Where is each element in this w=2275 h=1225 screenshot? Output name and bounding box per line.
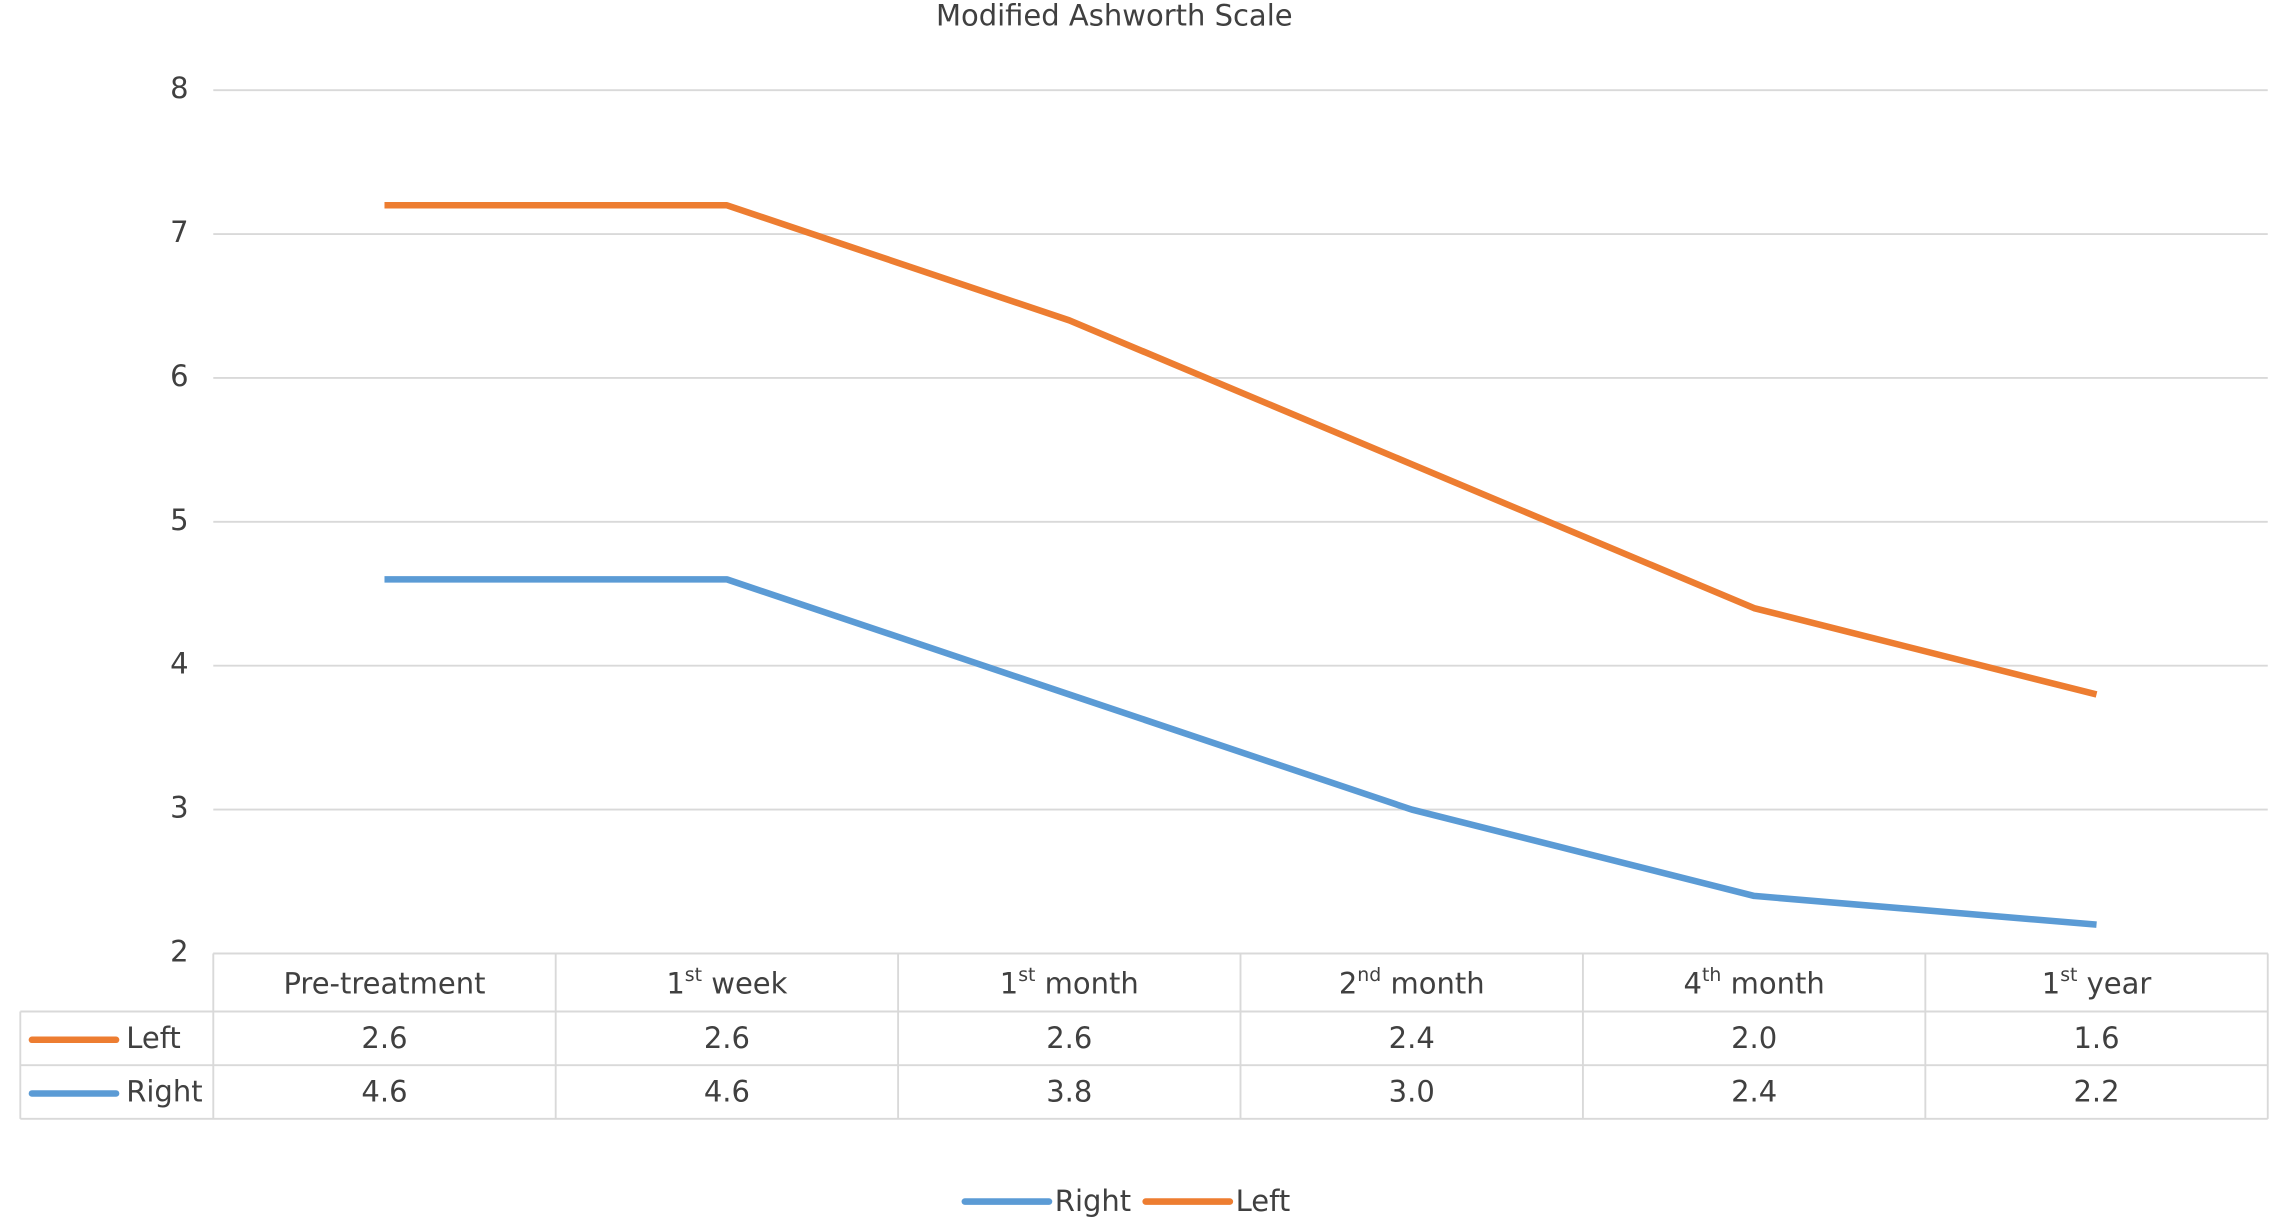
y-tick-label: 6	[170, 359, 188, 393]
series-line	[384, 576, 2097, 928]
table-row-label: Right	[126, 1074, 202, 1108]
x-tick-label: 1st year	[2042, 964, 2152, 1001]
x-tick-label: 4th month	[1684, 964, 1825, 1001]
y-tick-label: 3	[170, 791, 188, 825]
table-row-label: Left	[126, 1021, 181, 1055]
table-cell: 3.0	[1389, 1074, 1435, 1108]
legend-label: Right	[1055, 1184, 1131, 1218]
table-cell: 2.4	[1389, 1021, 1435, 1055]
table-cell: 3.8	[1046, 1074, 1092, 1108]
y-tick-label: 2	[170, 934, 188, 968]
series-line	[384, 202, 2098, 698]
table-cell: 4.6	[361, 1074, 407, 1108]
x-tick-label: 1st month	[1000, 964, 1139, 1001]
table-cell: 2.2	[2073, 1074, 2119, 1108]
table-cell: 2.0	[1731, 1021, 1777, 1055]
table-cell: 2.6	[704, 1021, 750, 1055]
legend-item: Right	[961, 1184, 1131, 1218]
legend-item: Left	[1142, 1184, 1291, 1218]
x-tick-label: 2nd month	[1339, 964, 1485, 1001]
chart-title: Modified Ashworth Scale	[936, 0, 1293, 33]
y-tick-label: 4	[170, 647, 188, 681]
table-cell: 1.6	[2073, 1021, 2119, 1055]
x-tick-label: Pre-treatment	[283, 966, 485, 1000]
table-cell: 2.4	[1731, 1074, 1777, 1108]
y-tick-label: 7	[170, 215, 188, 249]
x-tick-label: 1st week	[666, 964, 787, 1001]
table-cell: 4.6	[704, 1074, 750, 1108]
table-cell: 2.6	[361, 1021, 407, 1055]
table-cell: 2.6	[1046, 1021, 1092, 1055]
y-tick-label: 8	[170, 71, 188, 105]
y-tick-label: 5	[170, 503, 188, 537]
legend-label: Left	[1236, 1184, 1291, 1218]
